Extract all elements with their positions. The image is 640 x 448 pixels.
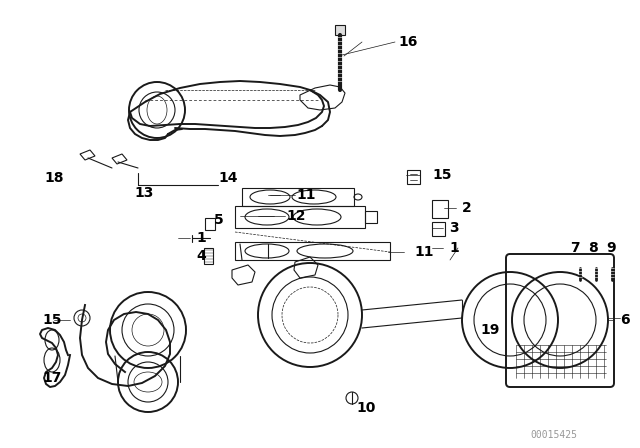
Text: 19: 19 (480, 323, 499, 337)
Text: 6: 6 (620, 313, 630, 327)
Text: 17: 17 (42, 371, 61, 385)
Text: 8: 8 (588, 241, 598, 255)
Text: 15: 15 (42, 313, 61, 327)
Text: 14: 14 (218, 171, 237, 185)
Text: 15: 15 (432, 168, 451, 182)
Text: 12: 12 (286, 209, 305, 223)
Text: 1: 1 (449, 241, 459, 255)
Text: 11: 11 (296, 188, 316, 202)
Text: 11: 11 (414, 245, 433, 259)
Text: 5: 5 (214, 213, 224, 227)
Text: 13: 13 (134, 186, 154, 200)
Text: 9: 9 (606, 241, 616, 255)
Text: 1: 1 (196, 231, 205, 245)
Text: 18: 18 (44, 171, 63, 185)
Text: 7: 7 (570, 241, 580, 255)
Text: 10: 10 (356, 401, 376, 415)
Text: 2: 2 (462, 201, 472, 215)
Polygon shape (335, 25, 345, 35)
Text: 3: 3 (449, 221, 459, 235)
Text: 4: 4 (196, 249, 205, 263)
Text: 16: 16 (398, 35, 417, 49)
Text: 00015425: 00015425 (530, 430, 577, 440)
